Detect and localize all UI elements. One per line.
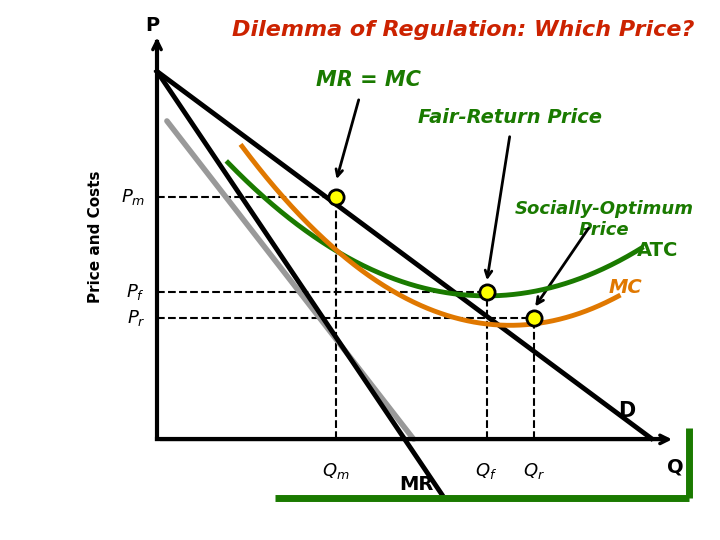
Text: $P_r$: $P_r$ xyxy=(127,308,145,328)
Text: Socially-Optimum
Price: Socially-Optimum Price xyxy=(515,200,694,239)
Point xyxy=(528,314,539,322)
Text: MR = MC: MR = MC xyxy=(316,70,421,90)
Text: $Q_r$: $Q_r$ xyxy=(523,462,544,482)
Text: MR: MR xyxy=(399,475,433,494)
Text: Price and Costs: Price and Costs xyxy=(89,171,103,303)
Point xyxy=(481,288,492,296)
Text: Fair-Return Price: Fair-Return Price xyxy=(418,107,602,126)
Text: $P_m$: $P_m$ xyxy=(121,186,145,206)
Point xyxy=(330,192,342,201)
Text: ATC: ATC xyxy=(637,241,678,260)
Text: P: P xyxy=(145,16,159,35)
Text: D: D xyxy=(618,401,636,421)
Text: $P_f$: $P_f$ xyxy=(127,282,145,302)
Text: Q: Q xyxy=(667,458,683,477)
Text: MC: MC xyxy=(609,278,642,297)
Text: Dilemma of Regulation: Which Price?: Dilemma of Regulation: Which Price? xyxy=(232,20,694,40)
Text: $Q_f$: $Q_f$ xyxy=(475,462,498,482)
Text: $Q_m$: $Q_m$ xyxy=(322,462,350,482)
